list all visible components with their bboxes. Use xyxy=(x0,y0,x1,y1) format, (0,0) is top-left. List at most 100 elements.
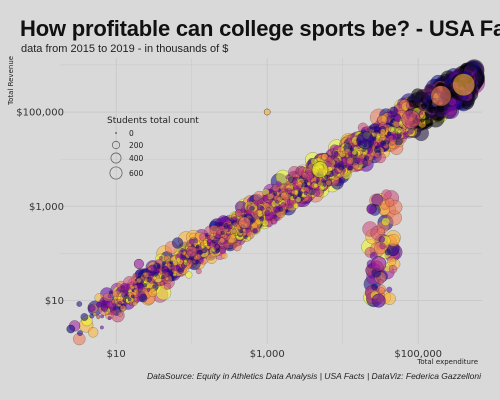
scatter-point xyxy=(117,311,123,317)
scatter-point xyxy=(383,292,396,305)
scatter-point xyxy=(257,209,263,215)
scatter-point xyxy=(366,204,377,215)
scatter-point xyxy=(386,131,392,137)
sample-point xyxy=(238,216,251,229)
scatter-point xyxy=(96,301,102,308)
x-tick-label: $100,000 xyxy=(394,349,442,360)
sample-point xyxy=(401,109,421,129)
scatter-point xyxy=(204,233,209,237)
y-tick-label: $1,000 xyxy=(29,202,64,213)
scatter-point xyxy=(133,297,138,302)
scatter-point xyxy=(326,156,332,162)
sample-point xyxy=(263,108,271,116)
scatter-point xyxy=(158,256,163,260)
scatter-point xyxy=(100,314,105,319)
size-legend: Students total count 0 200 400 600 xyxy=(107,116,199,180)
x-tick-label: $10 xyxy=(107,349,126,360)
scatter-point xyxy=(218,222,223,227)
scatter-point xyxy=(170,266,175,271)
scatter-point xyxy=(352,162,359,170)
scatter-point xyxy=(201,245,205,249)
scatter-point xyxy=(207,242,211,247)
scatter-point xyxy=(280,202,286,208)
scatter-point xyxy=(377,279,384,285)
scatter-point xyxy=(133,288,138,293)
scatter-point xyxy=(156,264,161,269)
sample-point xyxy=(430,85,452,107)
scatter-point xyxy=(297,181,303,187)
scatter-point xyxy=(110,309,117,316)
scatter-point xyxy=(387,110,395,118)
scatter-point xyxy=(347,165,353,171)
sample-points xyxy=(66,73,475,334)
scatter-point xyxy=(420,118,425,123)
tick-labels: $10 $1,000 $100,000 $10 $1,000 $100,000 xyxy=(16,108,442,360)
scatter-point xyxy=(107,316,112,321)
scatter-point xyxy=(315,177,320,182)
scatter-point xyxy=(377,227,385,236)
scatter-point xyxy=(384,248,392,256)
scatter-point xyxy=(216,230,222,236)
scatter-point xyxy=(397,129,402,134)
scatter-point xyxy=(219,247,226,254)
scatter-point xyxy=(220,230,225,235)
legend-size-label: 200 xyxy=(129,141,144,150)
scatter-point xyxy=(407,128,414,135)
scatter-point xyxy=(321,178,325,182)
sample-point xyxy=(452,73,475,96)
scatter-point xyxy=(268,192,275,199)
scatter-point xyxy=(388,265,398,274)
scatter-point xyxy=(304,186,309,192)
scatter-point xyxy=(163,282,171,290)
legend-size-symbol xyxy=(111,140,121,150)
scatter-point xyxy=(133,280,138,285)
scatter-point xyxy=(254,201,259,207)
scatter-point xyxy=(342,150,347,155)
legend-title: Students total count xyxy=(107,116,199,126)
scatter-point xyxy=(123,290,128,295)
scatter-point xyxy=(325,179,332,186)
scatter-point xyxy=(371,283,378,291)
scatter-point xyxy=(147,266,152,271)
scatter-point xyxy=(374,152,380,158)
scatter-point xyxy=(420,102,428,110)
scatter-point xyxy=(96,314,101,319)
scatter-point xyxy=(130,285,135,290)
scatter-point xyxy=(175,257,181,263)
scatter-point xyxy=(242,232,247,237)
scatter-point xyxy=(219,237,225,244)
scatter-point xyxy=(232,216,238,222)
scatter-point xyxy=(137,282,144,288)
scatter-point xyxy=(181,263,185,268)
scatter-point xyxy=(249,205,255,211)
scatter-point xyxy=(394,115,401,123)
chart-subtitle: data from 2015 to 2019 - in thousands of… xyxy=(21,43,229,55)
scatter-point xyxy=(303,191,308,196)
scatter-point xyxy=(121,284,125,289)
legend-size-label: 600 xyxy=(129,169,144,178)
sample-point xyxy=(356,131,375,150)
scatter-point xyxy=(259,216,265,222)
scatter-point xyxy=(99,325,104,330)
scatter-point xyxy=(156,267,161,272)
scatter-point xyxy=(185,271,193,279)
scatter-point xyxy=(198,258,204,264)
scatter-point xyxy=(386,256,397,267)
scatter-point xyxy=(262,194,269,202)
scatter-point xyxy=(215,237,220,242)
scatter-point xyxy=(232,221,238,227)
scatter-point xyxy=(381,217,391,227)
scatter-point xyxy=(467,66,475,73)
scatter-point xyxy=(414,101,421,108)
scatter-point xyxy=(346,157,354,165)
y-axis-title: Total Revenue xyxy=(7,56,15,106)
scatter-point xyxy=(148,288,157,297)
x-axis-title: Total expenditure xyxy=(416,358,478,366)
scatter-point xyxy=(333,156,339,162)
scatter-point xyxy=(324,175,329,180)
scatter-point xyxy=(87,327,99,338)
scatter-point xyxy=(192,259,197,264)
scatter-point xyxy=(76,301,83,307)
scatter-point xyxy=(380,140,387,147)
scatter-point xyxy=(385,197,395,207)
